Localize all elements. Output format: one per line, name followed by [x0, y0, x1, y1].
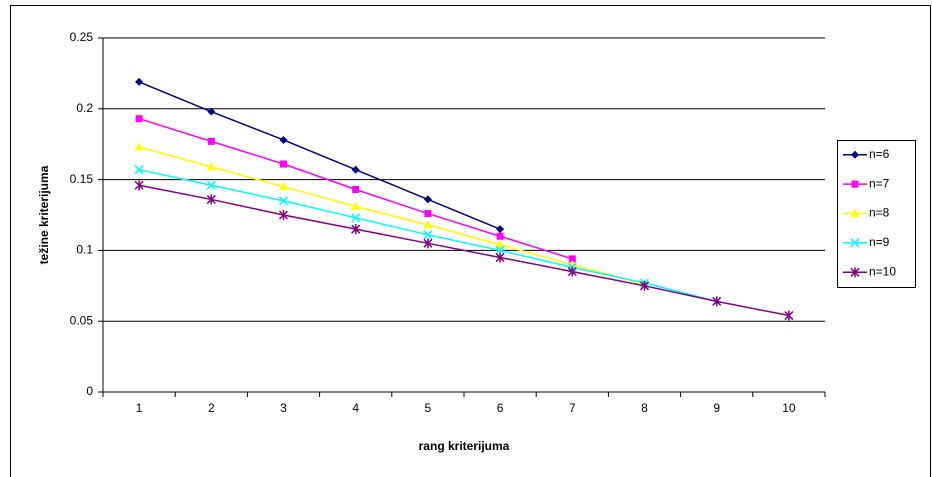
series-line	[138, 81, 501, 230]
legend-label: n=8	[869, 206, 890, 220]
point-marker	[351, 224, 361, 235]
y-tick-label: 0.1	[76, 243, 93, 257]
x-tick-label: 5	[425, 401, 432, 415]
point-marker	[496, 225, 505, 234]
point-marker	[784, 310, 794, 321]
x-tick-label: 9	[713, 401, 720, 415]
point-marker	[278, 210, 289, 220]
y-tick-label: 0.25	[70, 30, 94, 44]
legend-marker	[851, 150, 859, 159]
y-tick-label: 0	[86, 384, 93, 398]
point-marker	[424, 210, 432, 218]
legend-label: n=6	[869, 147, 890, 161]
point-marker	[206, 180, 216, 190]
x-tick-label: 1	[136, 401, 143, 415]
point-marker	[207, 107, 216, 116]
legend-marker	[851, 180, 859, 188]
point-marker	[639, 280, 650, 291]
point-marker	[496, 232, 504, 240]
x-tick-label: 10	[782, 401, 796, 415]
x-tick-label: 7	[569, 401, 576, 415]
x-tick-label: 2	[208, 401, 215, 415]
series-line	[138, 184, 790, 317]
point-marker	[279, 135, 288, 144]
point-marker	[279, 182, 288, 191]
legend-label: n=7	[869, 176, 890, 190]
chart-frame	[10, 5, 931, 477]
x-tick-label: 6	[497, 401, 504, 415]
point-marker	[206, 194, 216, 205]
legend-marker	[850, 238, 860, 248]
point-marker	[495, 245, 505, 255]
x-tick-label: 8	[641, 401, 648, 415]
point-marker	[351, 213, 361, 223]
point-marker	[135, 115, 143, 123]
x-tick-label: 4	[352, 401, 359, 415]
point-marker	[135, 77, 144, 86]
point-marker	[278, 196, 289, 206]
point-marker	[423, 238, 433, 249]
legend-label: n=9	[869, 235, 890, 249]
legend-marker	[850, 209, 860, 217]
legend-marker	[850, 267, 860, 278]
series-line	[138, 146, 645, 286]
point-marker	[423, 230, 433, 240]
point-marker	[207, 137, 215, 145]
point-marker	[495, 252, 505, 263]
point-marker	[423, 195, 432, 204]
point-marker	[567, 266, 577, 277]
y-tick-label: 0.05	[70, 313, 94, 327]
point-marker	[712, 296, 722, 307]
point-marker	[134, 142, 144, 151]
y-tick-label: 0.15	[70, 172, 94, 186]
point-marker	[280, 160, 287, 168]
point-marker	[352, 186, 360, 194]
point-marker	[568, 255, 576, 263]
point-marker	[206, 162, 216, 171]
x-tick-label: 3	[280, 401, 287, 415]
y-axis-title: težine kriterijuma	[37, 165, 51, 264]
legend-label: n=10	[869, 264, 896, 278]
point-marker	[134, 165, 144, 175]
point-marker	[351, 202, 361, 211]
y-tick-label: 0.2	[76, 101, 93, 115]
x-axis-title: rang kriterijuma	[419, 439, 510, 453]
point-marker	[351, 165, 360, 174]
point-marker	[134, 180, 144, 191]
point-marker	[423, 220, 433, 229]
point-marker	[495, 240, 505, 249]
